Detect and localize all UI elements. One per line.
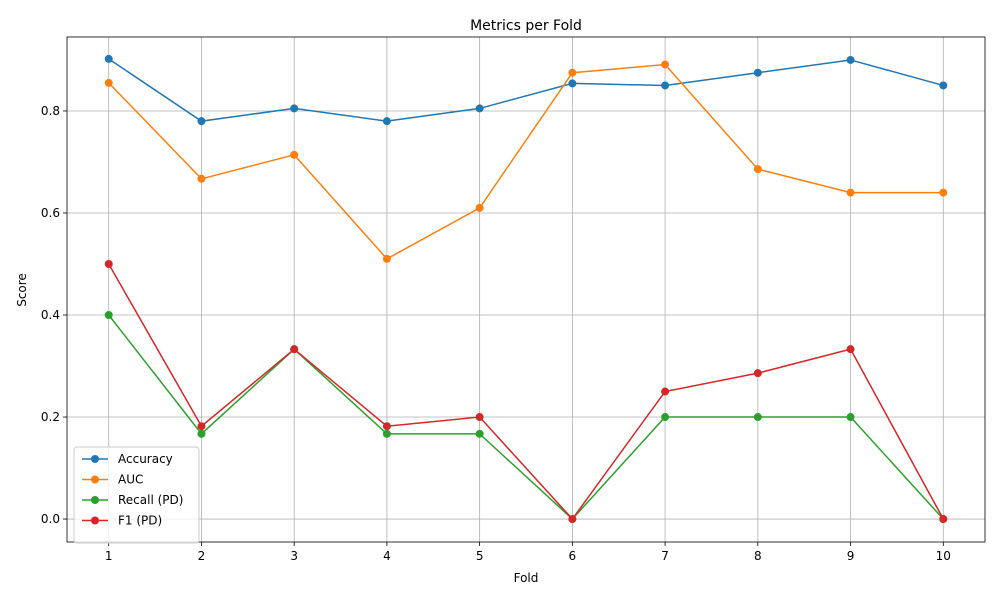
y-tick-label: 0.0 [41,512,60,526]
data-point-f1-pd [568,515,577,524]
series-accuracy [104,54,948,126]
x-tick-label: 6 [569,549,577,563]
data-point-f1-pd [475,413,484,422]
data-point-accuracy [753,68,762,77]
data-point-recall-pd [661,413,670,422]
x-tick-label: 3 [290,549,298,563]
x-tick-label: 2 [198,549,206,563]
x-tick-label: 8 [754,549,762,563]
data-point-auc [568,68,577,77]
legend-marker-auc [91,475,99,484]
data-point-accuracy [104,54,113,63]
data-point-recall-pd [382,429,391,438]
data-point-auc [475,203,484,212]
x-tick-label: 4 [383,549,391,563]
legend-marker-f1-pd [91,516,99,525]
legend-label-auc: AUC [118,473,143,487]
grid [67,37,985,542]
data-point-f1-pd [197,422,206,431]
data-point-accuracy [197,117,206,126]
x-tick-label: 7 [661,549,669,563]
data-point-f1-pd [104,259,113,268]
legend-box [73,446,200,544]
data-point-f1-pd [661,387,670,396]
data-point-accuracy [939,81,948,90]
data-point-auc [846,188,855,197]
data-point-recall-pd [197,429,206,438]
y-axis-label: Score [15,273,29,307]
data-point-recall-pd [846,413,855,422]
data-point-auc [197,174,206,183]
x-tick-label: 9 [847,549,855,563]
series-auc [104,60,948,263]
legend: Accuracy AUC Recall (PD) F1 (PD) [73,446,200,544]
data-point-accuracy [846,55,855,64]
data-point-f1-pd [382,422,391,431]
data-point-accuracy [661,81,670,90]
data-point-accuracy [568,79,577,88]
y-tick-label: 0.8 [41,104,60,118]
series-line-f1-pd [108,263,944,521]
data-point-auc [382,254,391,263]
y-axis: 0.0 0.2 0.4 0.6 0.8 [41,104,67,526]
data-point-auc [104,78,113,87]
plot-frame [66,36,986,543]
legend-label-f1-pd: F1 (PD) [118,514,162,528]
data-point-f1-pd [939,515,948,524]
data-point-auc [661,60,670,69]
data-point-auc [939,188,948,197]
y-tick-label: 0.2 [41,410,60,424]
data-point-accuracy [475,104,484,113]
data-point-accuracy [290,104,299,113]
x-axis: 1 2 3 4 5 6 7 8 9 10 [105,542,951,563]
chart-title: Metrics per Fold [470,18,582,34]
data-point-accuracy [382,117,391,126]
series-line-recall-pd [108,314,944,521]
x-tick-label: 10 [936,549,951,563]
x-tick-label: 1 [105,549,113,563]
data-point-recall-pd [104,311,113,320]
legend-label-accuracy: Accuracy [118,452,173,466]
legend-marker-recall-pd [91,496,99,504]
data-point-recall-pd [753,413,762,422]
series-layer [104,54,948,524]
data-point-auc [753,165,762,174]
data-point-f1-pd [846,345,855,354]
data-point-f1-pd [753,369,762,378]
x-axis-label: Fold [514,571,539,585]
series-line-accuracy [108,58,944,122]
data-point-auc [290,150,299,159]
data-point-f1-pd [290,345,299,354]
series-line-auc [108,63,944,260]
data-point-recall-pd [475,429,484,438]
x-tick-label: 5 [476,549,484,563]
legend-label-recall-pd: Recall (PD) [118,493,183,507]
legend-marker-accuracy [91,455,99,463]
y-tick-label: 0.6 [41,206,60,220]
series-f1-pd [104,259,948,524]
y-tick-label: 0.4 [41,308,60,322]
